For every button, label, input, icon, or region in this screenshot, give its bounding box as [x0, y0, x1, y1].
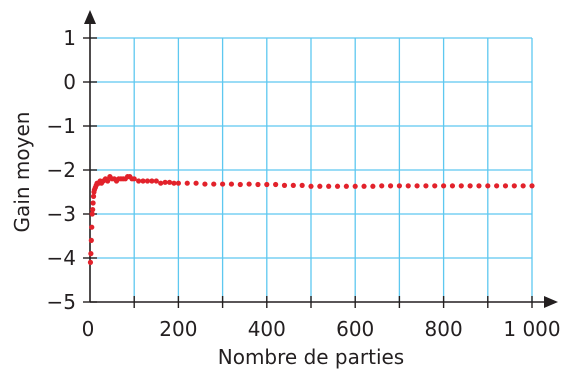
y-axis-title: Gain moyen [10, 112, 34, 233]
data-point [361, 183, 367, 189]
data-point [140, 178, 146, 184]
data-point [432, 183, 438, 189]
axes [84, 10, 558, 308]
data-point [317, 183, 323, 189]
y-axis-arrow-icon [84, 10, 96, 24]
data-point [511, 183, 517, 189]
data-point [220, 181, 226, 187]
data-point [166, 179, 173, 185]
data-point [485, 183, 491, 189]
x-tick-label: 600 [336, 317, 374, 341]
data-point [281, 182, 288, 188]
data-point [153, 178, 159, 184]
data-point [334, 183, 341, 189]
ticks: 0 200 400 600 800 1 000 −5 −4 −3 −2 −1 0 1 [47, 26, 561, 341]
data-point [502, 183, 509, 189]
data-point [494, 183, 500, 189]
data-point [246, 181, 252, 187]
y-tick-label: 0 [63, 70, 76, 94]
data-point [149, 178, 155, 184]
data-point [90, 200, 96, 206]
data-point [162, 179, 168, 185]
data-point [308, 183, 314, 189]
data-point [529, 183, 535, 189]
x-tick-label: 400 [248, 317, 286, 341]
data-point [370, 183, 376, 189]
data-point [255, 181, 261, 188]
y-tick-label: −1 [47, 114, 76, 138]
data-point [175, 180, 181, 186]
x-tick-label: 800 [425, 317, 463, 341]
data-point [441, 183, 447, 189]
data-point [396, 183, 402, 189]
data-point [89, 211, 95, 217]
y-tick-label: −3 [47, 202, 76, 226]
x-axis-title: Nombre de parties [218, 345, 404, 369]
data-point [202, 181, 208, 187]
data-point [105, 178, 111, 184]
data-point [88, 251, 94, 257]
data-point [90, 207, 96, 213]
y-tick-label: −2 [47, 158, 76, 182]
data-point [158, 180, 164, 186]
data-point [264, 181, 270, 188]
data-point [467, 183, 473, 189]
data-point [326, 183, 332, 189]
data-points [87, 174, 535, 265]
data-point [458, 183, 464, 189]
data-point [387, 183, 394, 189]
data-point [273, 181, 279, 188]
data-point [184, 180, 190, 186]
data-point [228, 181, 235, 187]
data-point [414, 183, 420, 189]
y-tick-label: 1 [63, 26, 76, 50]
data-point [88, 237, 94, 243]
grid [90, 37, 533, 302]
data-point [520, 183, 526, 189]
data-point [144, 178, 151, 184]
x-tick-label: 1 000 [503, 317, 560, 341]
data-point [136, 178, 142, 184]
data-point [352, 183, 358, 189]
data-point [343, 183, 349, 189]
data-point [211, 181, 217, 187]
data-point [237, 181, 243, 188]
y-tick-label: −4 [47, 246, 76, 270]
data-point [405, 183, 411, 189]
data-point [90, 193, 97, 199]
data-point [476, 183, 482, 189]
data-point [171, 180, 177, 186]
data-point [89, 224, 95, 230]
data-point [193, 180, 199, 186]
data-point [131, 176, 137, 182]
x-axis-arrow-icon [544, 296, 558, 308]
data-point [379, 183, 385, 189]
y-tick-label: −5 [47, 290, 76, 314]
data-point [299, 182, 305, 188]
x-tick-label: 200 [159, 317, 197, 341]
data-point [87, 259, 94, 265]
data-point [423, 183, 429, 189]
x-tick-label: 0 [82, 317, 95, 341]
data-point [290, 182, 296, 188]
data-point [449, 183, 456, 189]
